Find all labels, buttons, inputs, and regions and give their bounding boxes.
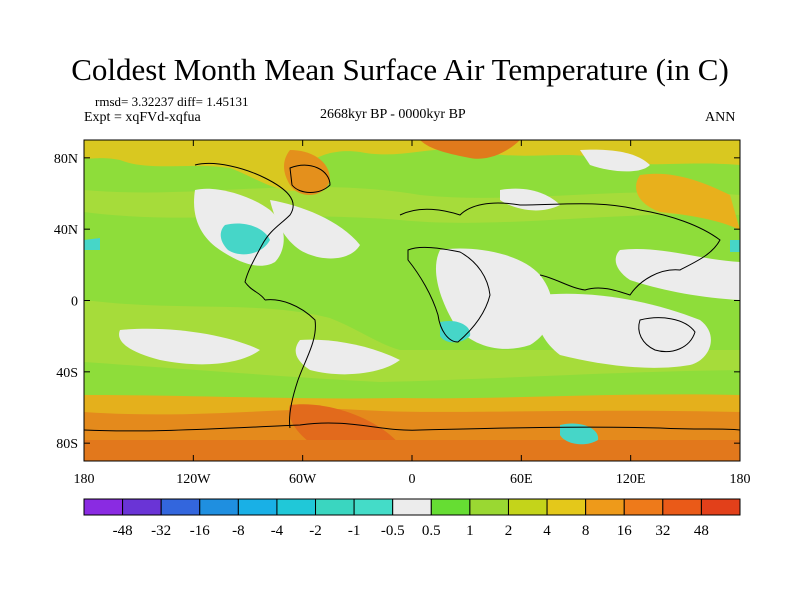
field-cool-pacific-edge (84, 238, 100, 250)
colorbar-label: -4 (271, 523, 284, 539)
colorbar-box (507, 498, 548, 516)
field-hot-antarctic (84, 440, 740, 461)
colorbar-label: -1 (348, 523, 361, 539)
colorbar-label: 4 (543, 523, 551, 539)
coast-australia (638, 317, 696, 353)
lon-tick-label: 180 (74, 472, 95, 487)
rmsd-diff-stats: rmsd= 3.32237 diff= 1.45131 (95, 94, 249, 109)
colorbar-boxes (83, 498, 741, 516)
field-cool-usa (220, 223, 270, 255)
colorbar-label: 1 (466, 523, 474, 539)
field-neutral-kara (580, 149, 650, 172)
coastlines (84, 162, 740, 432)
field-warm-arctic (84, 140, 740, 191)
field-neutral-satlantic (295, 339, 400, 375)
coast-north-america (194, 162, 294, 301)
colorbar-label: 8 (582, 523, 590, 539)
season-label: ANN (705, 110, 736, 125)
experiment-label: Expt = xqFVd-xqfua (84, 110, 201, 125)
coast-africa (407, 246, 491, 343)
field-hot-arctic (420, 140, 520, 159)
colorbar-label: 16 (617, 523, 633, 539)
lon-tick-label: 120E (616, 472, 646, 487)
field-warm-siberia (636, 173, 740, 230)
lon-tick-label: 60E (510, 472, 533, 487)
coast-greenland (289, 164, 331, 193)
field-cool-pacific-edge-east (730, 240, 740, 252)
lon-tick-label: 0 (409, 472, 416, 487)
lon-tick-label: 60W (289, 472, 317, 487)
colorbar-box (83, 498, 124, 516)
lat-tick-label: 40S (56, 366, 78, 381)
coast-south-america (264, 299, 316, 429)
colorbar-label: -48 (113, 523, 133, 539)
colorbar-label: -8 (232, 523, 245, 539)
colorbar-labels: -48 -32 -16 -8 -4 -2 -1 -0.5 0.5 1 2 4 8 16 32 48 (113, 523, 709, 539)
lat-tick-label: 80N (54, 152, 78, 167)
colorbar-label: 2 (505, 523, 513, 539)
field-neutral-spacific (119, 328, 261, 365)
map-field (84, 140, 740, 461)
lat-tick-label: 0 (71, 295, 78, 310)
field-neutral-atlantic (270, 200, 360, 259)
colorbar-box (353, 498, 394, 516)
colorbar-box (160, 498, 201, 516)
latitude-axis: 80N 40N 0 40S 80S (54, 152, 740, 452)
colorbar-box (700, 498, 741, 516)
colorbar-box (430, 498, 471, 516)
period-label: 2668kyr BP - 0000kyr BP (320, 107, 466, 122)
colorbar-label: 0.5 (422, 523, 441, 539)
colorbar-box (199, 498, 239, 516)
chart-title: Coldest Month Mean Surface Air Temperatu… (71, 52, 729, 87)
colorbar-box (315, 498, 355, 516)
lat-tick-label: 40N (54, 223, 78, 238)
colorbar-label: -32 (151, 523, 171, 539)
colorbar-box (122, 498, 162, 516)
field-neutral-pacific (615, 248, 740, 300)
colorbar-label: -2 (309, 523, 322, 539)
field-neutral-africa (435, 248, 553, 349)
field-band (84, 300, 740, 382)
field-neutral-indian (536, 293, 711, 368)
colorbar-label: 32 (655, 523, 670, 539)
colorbar-box (276, 498, 317, 516)
lon-tick-label: 180 (730, 472, 751, 487)
coast-antarctica (84, 422, 740, 432)
colorbar-label: -16 (190, 523, 210, 539)
lon-tick-label: 120W (176, 472, 211, 487)
coast-eurasia (399, 202, 721, 296)
field-cool-east-antarctic (560, 423, 599, 445)
colorbar-box (237, 498, 278, 516)
field-hot-greenland (284, 150, 330, 196)
colorbar-box (662, 498, 702, 516)
colorbar-label: -0.5 (381, 523, 405, 539)
colorbar-box (469, 498, 509, 516)
lat-tick-label: 80S (56, 437, 78, 452)
colorbar-box (546, 498, 587, 516)
longitude-axis: 180 120W 60W 0 60E 120E 180 (74, 140, 751, 487)
colorbar-box (392, 498, 432, 516)
colorbar-box (623, 498, 664, 516)
colorbar-box (585, 498, 625, 516)
colorbar-label: 48 (694, 523, 709, 539)
